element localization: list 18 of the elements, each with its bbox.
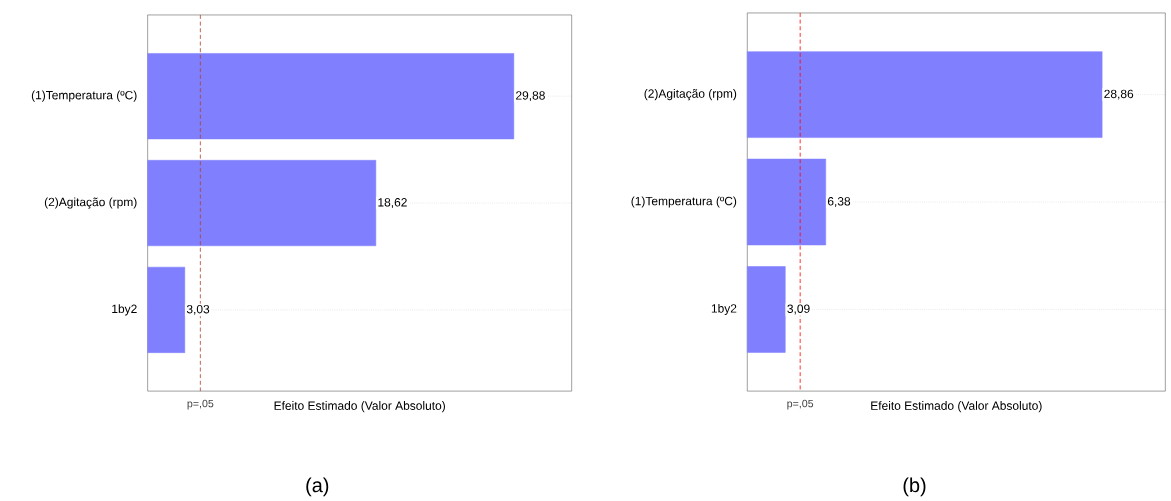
y-tick-label: (1)Temperatura (ºC)	[631, 196, 737, 208]
ref-line-label: p=,05	[787, 399, 814, 410]
text: (b)	[903, 477, 926, 497]
data-label: 6,38	[827, 197, 851, 208]
ref-line-label: p=,05	[187, 399, 214, 410]
y-tick-label: (1)Temperatura (ºC)	[31, 90, 137, 102]
data-label: 3,09	[787, 304, 810, 315]
data-label: 29,88	[516, 91, 545, 102]
data-label: 3,03	[186, 305, 210, 315]
x-axis-title: Efeito Estimado (Valor Absoluto)	[274, 401, 445, 413]
data-label: 28,86	[1104, 89, 1134, 100]
y-tick-label: (2)Agitação (rpm)	[644, 89, 737, 101]
y-tick-label: (2)Agitação (rpm)	[44, 197, 137, 209]
y-tick-label: 1by2	[112, 304, 137, 316]
text: (a)	[306, 477, 329, 497]
x-axis-title: Efeito Estimado (Valor Absoluto)	[871, 401, 1042, 413]
y-tick-label: 1by2	[711, 303, 737, 316]
data-label: 18,62	[378, 198, 407, 209]
